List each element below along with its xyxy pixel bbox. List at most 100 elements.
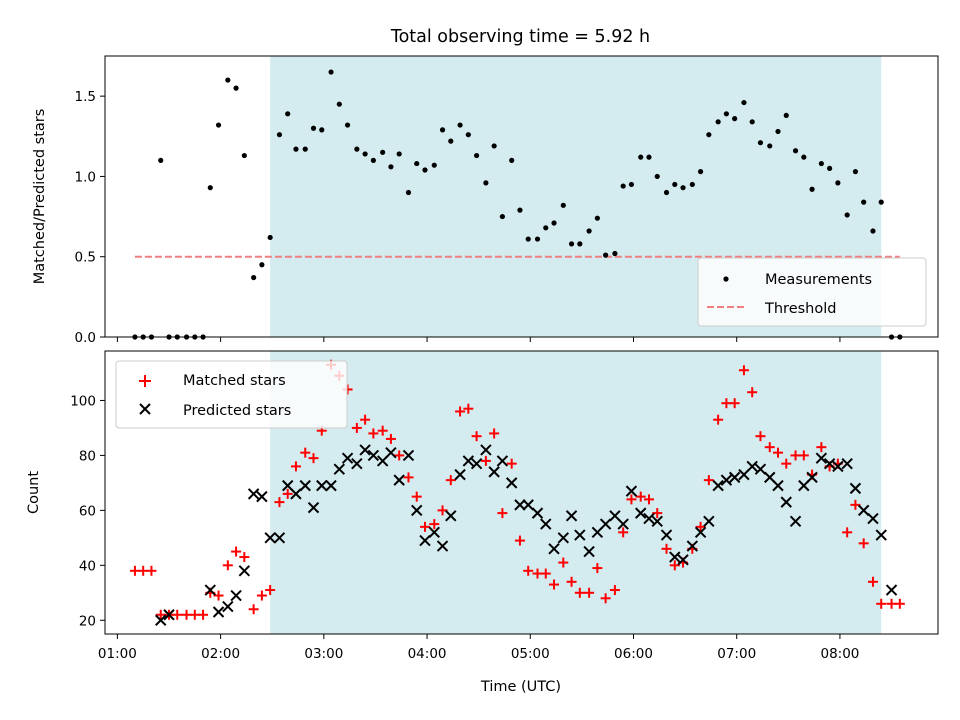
predicted-star-point	[522, 499, 534, 511]
predicted-star-stroke-b	[789, 515, 802, 528]
matched-star-point	[669, 560, 680, 571]
predicted-star-stroke-b	[496, 455, 509, 467]
predicted-star-stroke-b	[635, 507, 647, 519]
predicted-star-stroke-b	[222, 600, 234, 613]
measurement-point	[276, 132, 283, 138]
predicted-star-stroke-b	[307, 501, 320, 514]
top-y-ticks: 0.0 0.5 1.0 1.5	[75, 89, 105, 346]
predicted-star-stroke-b	[651, 515, 663, 528]
matched-star-point	[652, 508, 663, 519]
predicted-star-stroke-b	[290, 488, 302, 500]
matched-star-point	[858, 538, 869, 549]
predicted-star-point	[505, 477, 518, 489]
predicted-star-stroke-b	[351, 457, 363, 470]
matched-star-point	[429, 519, 440, 530]
matched-star-point	[419, 521, 430, 532]
predicted-star-stroke-b	[411, 504, 423, 517]
measurement-point	[620, 183, 626, 189]
matched-star-point	[198, 609, 209, 620]
predicted-star-point	[703, 515, 715, 528]
predicted-star-point	[393, 474, 405, 486]
predicted-star-stroke-b	[531, 507, 544, 519]
predicted-star-stroke-b	[514, 499, 526, 511]
matched-star-point	[566, 576, 577, 587]
predicted-star-stroke-b	[780, 496, 792, 508]
predicted-star-stroke-b	[712, 479, 724, 492]
measurement-point	[344, 122, 351, 128]
predicted-star-point	[565, 510, 578, 522]
matched-star-point	[403, 472, 414, 483]
predicted-star-stroke-b	[694, 526, 707, 539]
legend-predicted-label: Predicted stars	[183, 403, 291, 419]
predicted-star-stroke-b	[720, 474, 733, 486]
matched-star-point	[360, 414, 371, 425]
predicted-star-stroke-b	[669, 551, 681, 563]
predicted-star-point	[548, 543, 560, 555]
predicted-star-stroke-b	[583, 545, 595, 558]
legend-matched-label: Matched stars	[183, 373, 286, 389]
predicted-star-point	[230, 589, 242, 602]
predicted-star-stroke-b	[454, 468, 466, 481]
measurement-point	[233, 85, 239, 91]
predicted-star-point	[823, 457, 836, 470]
bottom-y-tick-label: 80	[79, 448, 96, 464]
predicted-star-point	[583, 545, 595, 558]
measurement-point	[336, 101, 342, 107]
measurement-point	[741, 99, 747, 106]
predicted-star-stroke-b	[155, 614, 167, 626]
predicted-star-point	[849, 482, 862, 495]
legend-matched-marker	[139, 375, 151, 387]
predicted-star-stroke-b	[609, 510, 621, 522]
predicted-star-point	[273, 532, 286, 544]
measurement-point	[525, 236, 531, 242]
matched-star-point	[747, 387, 758, 398]
matched-star-point	[437, 505, 448, 516]
measurement-point	[732, 116, 738, 122]
bottom-shaded-span	[270, 351, 882, 634]
predicted-star-point	[256, 490, 268, 503]
matched-star-point	[368, 428, 379, 439]
matched-star-point	[609, 585, 620, 596]
matched-star-point	[755, 431, 766, 442]
matched-star-point	[394, 450, 405, 461]
top-y-tick-label: 1.5	[75, 89, 96, 105]
predicted-star-point	[669, 551, 681, 563]
predicted-star-stroke-b	[849, 482, 862, 495]
measurement-point	[878, 199, 884, 205]
measurement-point	[543, 225, 549, 231]
bottom-x-ticks: 01:00 02:00 03:00 04:00 05:00 06:00 07:00 08:00	[98, 634, 859, 662]
predicted-star-point	[686, 540, 699, 552]
bottom-plot-frame	[104, 350, 939, 635]
predicted-star-stroke-b	[238, 565, 251, 577]
predicted-star-stroke-b	[256, 490, 268, 503]
predicted-star-stroke-b	[204, 584, 216, 596]
top-y-tick-label: 1.0	[75, 169, 96, 185]
count-subplot: 20 40 60 80 100 01:00 02:00 03:00 04:00 05:00 06:…	[26, 350, 939, 695]
measurement-point	[861, 199, 867, 205]
predicted-star-point	[411, 504, 423, 517]
measurement-point	[405, 189, 412, 196]
bottom-legend: Matched stars Predicted stars	[115, 360, 348, 429]
predicted-star-point	[712, 479, 724, 492]
bottom-y-tick-label: 100	[70, 393, 96, 409]
predicted-star-point	[885, 584, 898, 596]
predicted-star-stroke-b	[522, 499, 534, 511]
matched-stars-layer	[129, 359, 905, 620]
measurement-point	[663, 189, 670, 196]
matched-star-point	[385, 433, 396, 444]
predicted-star-point	[617, 518, 629, 530]
predicted-star-stroke-b	[885, 584, 898, 596]
matched-star-point	[738, 365, 749, 376]
predicted-star-point	[163, 609, 175, 621]
measurement-point	[302, 146, 308, 152]
matched-star-point	[816, 442, 827, 453]
measurement-point	[844, 212, 850, 218]
predicted-star-point	[806, 471, 818, 484]
measurement-point	[517, 207, 523, 213]
predicted-star-point	[677, 554, 689, 566]
measurement-point	[499, 213, 506, 220]
bottom-y-tick-label: 40	[79, 558, 96, 574]
matched-star-point	[798, 450, 809, 461]
predicted-star-stroke-b	[565, 510, 578, 522]
measurement-point	[628, 181, 635, 188]
